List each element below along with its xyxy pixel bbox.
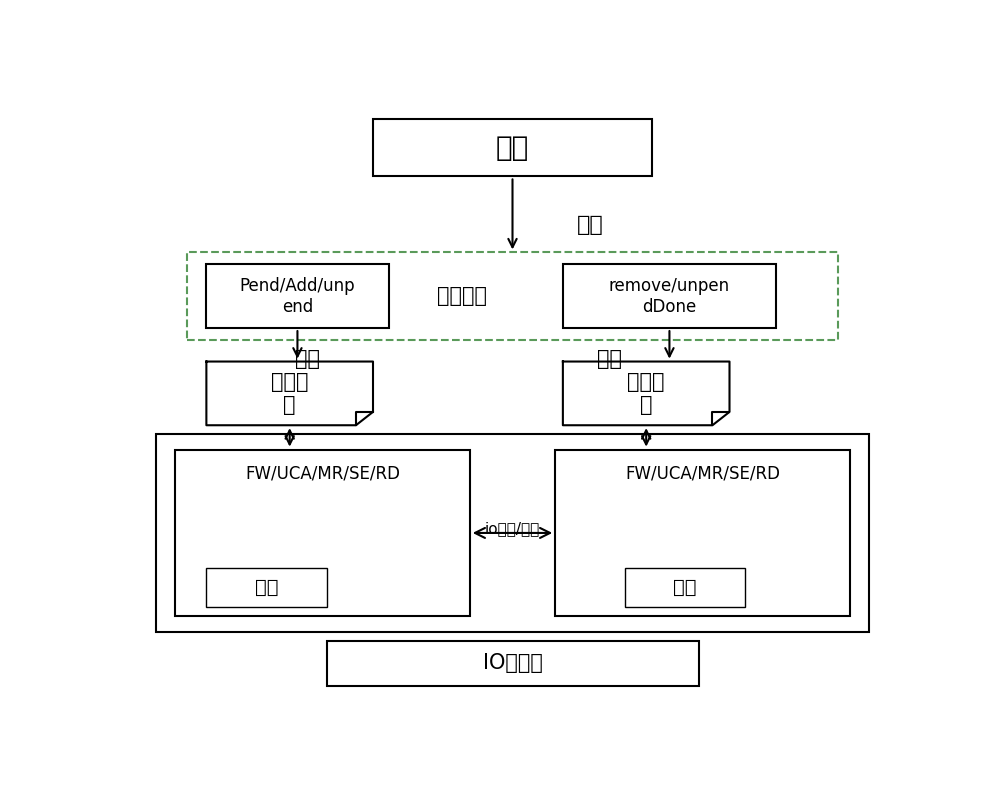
Text: 业务代表: 业务代表 (437, 286, 487, 306)
Bar (563, 265, 776, 328)
Text: 配置: 配置 (673, 578, 697, 597)
Text: io中断/恢复: io中断/恢复 (485, 521, 540, 536)
Bar (625, 568, 745, 608)
Bar (206, 265, 388, 328)
Bar (373, 119, 652, 177)
Polygon shape (206, 362, 373, 426)
Polygon shape (563, 362, 729, 426)
Bar (206, 568, 326, 608)
Bar (187, 252, 838, 340)
Text: 配置控
制: 配置控 制 (627, 372, 665, 415)
Text: 集群: 集群 (496, 134, 529, 162)
Bar (175, 449, 470, 616)
Bar (156, 434, 869, 631)
Bar (326, 641, 698, 686)
Bar (555, 449, 850, 616)
Text: FW/UCA/MR/SE/RD: FW/UCA/MR/SE/RD (245, 465, 400, 483)
Text: Pend/Add/unp
end: Pend/Add/unp end (240, 277, 355, 316)
Text: 业务: 业务 (255, 578, 278, 597)
Text: FW/UCA/MR/SE/RD: FW/UCA/MR/SE/RD (625, 465, 780, 483)
Text: 事件: 事件 (577, 215, 603, 235)
Text: 业务处
理: 业务处 理 (271, 372, 308, 415)
Text: 业务: 业务 (295, 348, 320, 369)
Text: IO栈模块: IO栈模块 (483, 653, 542, 674)
Text: remove/unpen
dDone: remove/unpen dDone (609, 277, 730, 316)
Text: 配置: 配置 (597, 348, 622, 369)
